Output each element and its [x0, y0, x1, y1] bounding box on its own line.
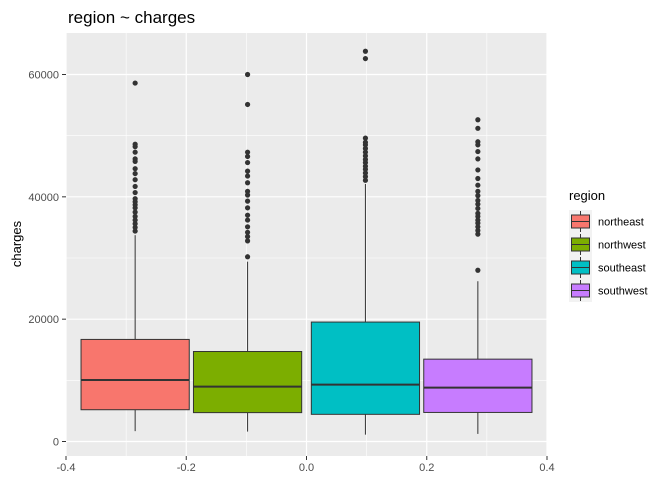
outlier-point — [244, 233, 251, 240]
outlier-point — [132, 189, 138, 196]
outlier-point — [132, 80, 138, 86]
legend-label-southwest: southwest — [598, 286, 648, 298]
outlier-point — [244, 180, 251, 186]
outlier-point — [132, 196, 138, 202]
outlier-point — [362, 174, 369, 180]
outlier-point — [475, 217, 481, 223]
box-northwest — [192, 71, 303, 432]
legend-title: region — [569, 188, 605, 203]
outlier-point — [244, 212, 251, 218]
outlier-point — [475, 188, 481, 194]
outlier-point — [362, 145, 369, 152]
outlier-point — [132, 156, 138, 162]
outlier-point — [132, 141, 138, 147]
x-tick-label: -0.4 — [57, 462, 76, 474]
x-axis: -0.4 -0.2 0.0 0.2 0.4 — [57, 456, 555, 474]
x-tick-label: -0.2 — [177, 462, 196, 474]
outlier-point — [132, 224, 138, 231]
outlier-point — [475, 197, 481, 204]
outlier-point — [475, 193, 481, 199]
box-northeast — [80, 80, 190, 432]
box-iqr — [310, 321, 421, 415]
outlier-point — [362, 135, 369, 141]
outlier-point — [244, 173, 251, 179]
outlier-point — [244, 254, 251, 260]
outlier-point — [362, 55, 369, 62]
x-tick-label: 0.2 — [419, 462, 434, 474]
outlier-point — [362, 170, 369, 176]
outlier-point — [244, 224, 251, 230]
y-tick-label: 40000 — [28, 192, 59, 204]
outlier-point — [362, 163, 369, 169]
outlier-point — [244, 229, 251, 235]
y-axis: 0 20000 40000 60000 — [28, 70, 66, 449]
outlier-point — [475, 231, 481, 237]
outlier-point — [475, 156, 481, 162]
legend-label-northeast: northeast — [598, 217, 644, 229]
outlier-point — [244, 188, 251, 194]
outlier-point — [132, 166, 138, 172]
outlier-point — [132, 228, 138, 234]
outlier-point — [475, 148, 481, 155]
outlier-point — [362, 139, 369, 145]
outlier-point — [244, 238, 251, 244]
box-iqr — [423, 358, 533, 413]
outlier-point — [475, 267, 481, 273]
outlier-point — [475, 201, 481, 207]
outlier-point — [132, 213, 138, 220]
outlier-point — [132, 183, 138, 190]
box-iqr — [192, 351, 303, 414]
outlier-point — [475, 117, 481, 123]
outlier-point — [475, 125, 481, 131]
outlier-point — [475, 139, 481, 145]
y-axis-title: charges — [9, 220, 24, 267]
outlier-point — [244, 198, 251, 204]
outlier-point — [244, 205, 251, 211]
outlier-point — [475, 227, 481, 234]
y-tick-label: 60000 — [28, 70, 59, 82]
outlier-point — [132, 177, 138, 183]
legend-label-northwest: northwest — [598, 240, 646, 252]
outlier-point — [132, 217, 138, 223]
outlier-point — [362, 153, 369, 159]
outlier-point — [362, 156, 369, 163]
outlier-point — [244, 101, 251, 108]
outlier-point — [244, 168, 251, 174]
legend-label-southeast: southeast — [598, 263, 646, 275]
outlier-point — [362, 149, 369, 155]
outlier-point — [132, 170, 138, 177]
outlier-point — [244, 71, 251, 78]
outlier-point — [475, 224, 481, 230]
outlier-point — [132, 221, 138, 227]
outlier-point — [244, 159, 251, 166]
outlier-point — [132, 149, 138, 155]
y-tick-label: 20000 — [28, 314, 59, 326]
y-tick-label: 0 — [53, 437, 59, 449]
x-tick-label: 0.4 — [539, 462, 554, 474]
outlier-point — [132, 209, 138, 215]
outlier-point — [475, 167, 481, 173]
outlier-point — [244, 217, 251, 223]
boxes — [80, 48, 533, 435]
outlier-point — [475, 205, 481, 212]
box-southwest — [423, 117, 533, 434]
outlier-point — [244, 149, 251, 155]
legend: region northeast northwest southeast southw… — [569, 188, 648, 302]
x-tick-label: 0.0 — [299, 462, 314, 474]
outlier-point — [475, 210, 481, 216]
outlier-point — [362, 48, 369, 54]
box-iqr — [80, 338, 190, 411]
outlier-point — [475, 175, 481, 182]
outlier-point — [244, 153, 251, 160]
outlier-point — [362, 177, 369, 183]
legend-items: northeast northwest southeast southwest — [569, 210, 648, 302]
outlier-point — [244, 192, 251, 198]
chart-title: region ~ charges — [68, 8, 195, 27]
box-southeast — [310, 48, 421, 435]
outlier-point — [475, 182, 481, 188]
